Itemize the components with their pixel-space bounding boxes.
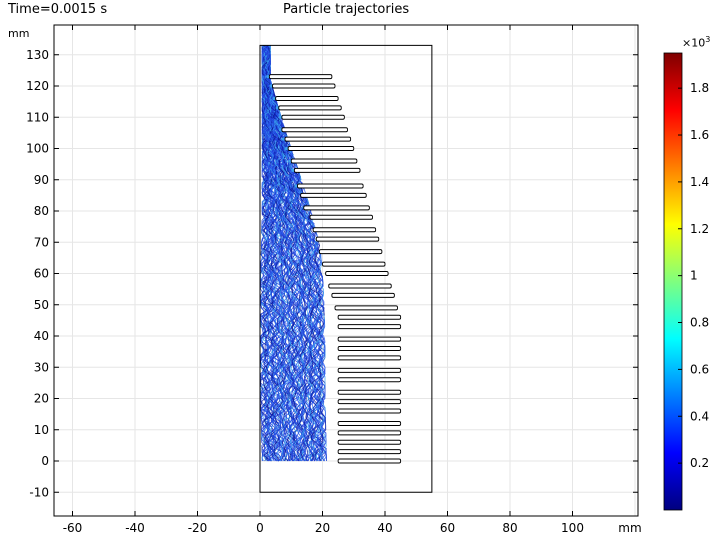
colorbar-exponent-power: 3 bbox=[705, 35, 711, 44]
plate bbox=[337, 449, 402, 455]
plate bbox=[337, 408, 402, 414]
plate bbox=[278, 105, 342, 111]
time-label: Time=0.0015 s bbox=[8, 2, 108, 17]
particle-highlight bbox=[294, 184, 298, 188]
plot-border bbox=[53, 24, 639, 517]
y-tick-label: 100 bbox=[26, 142, 49, 156]
domain-rectangle bbox=[259, 44, 433, 493]
colorbar-tick-label: 1.6 bbox=[690, 128, 709, 142]
y-tick-label: 10 bbox=[34, 423, 49, 437]
colorbar-tick-label: 1.4 bbox=[690, 175, 709, 189]
y-tick-label: 70 bbox=[34, 235, 49, 249]
colorbar-tick-label: 1.2 bbox=[690, 222, 709, 236]
particle-trajectories bbox=[260, 45, 327, 462]
plate bbox=[337, 355, 402, 361]
x-tick-label: -20 bbox=[188, 521, 208, 535]
plate bbox=[315, 236, 380, 242]
particle-highlight bbox=[269, 84, 273, 88]
colorbar-exponent: ×103 bbox=[682, 35, 710, 50]
plate bbox=[300, 192, 367, 198]
particle-highlight bbox=[281, 137, 286, 141]
plate bbox=[331, 292, 395, 298]
plate bbox=[334, 305, 398, 311]
plate bbox=[309, 214, 373, 220]
colorbar-tick-label: 0.4 bbox=[690, 409, 709, 423]
colorbar-exponent-base: ×10 bbox=[682, 36, 706, 50]
plate bbox=[293, 167, 361, 173]
plate bbox=[287, 146, 355, 151]
particle-highlight bbox=[266, 75, 270, 79]
plate bbox=[328, 283, 392, 289]
particle-highlight bbox=[285, 146, 289, 151]
plate bbox=[284, 136, 352, 142]
plate bbox=[337, 377, 402, 383]
y-tick-label: 110 bbox=[26, 110, 49, 124]
plate bbox=[268, 74, 333, 80]
y-tick-label: 50 bbox=[34, 298, 49, 312]
y-tick-label: 60 bbox=[34, 267, 49, 281]
plate bbox=[325, 271, 389, 276]
x-tick-label: -60 bbox=[63, 521, 83, 535]
y-tick-label: 80 bbox=[34, 204, 49, 218]
colorbar-ticks: 0.2 0.4 0.6 0.8 1 1.2 1.4 1.6 1.8 bbox=[678, 81, 709, 470]
x-tick-label: 40 bbox=[377, 521, 392, 535]
y-tick-label: 130 bbox=[26, 48, 49, 62]
plate bbox=[337, 389, 402, 395]
x-axis-unit: mm bbox=[618, 521, 641, 535]
y-tick-label: -10 bbox=[29, 485, 49, 499]
plate bbox=[337, 346, 402, 351]
particle-highlight bbox=[288, 159, 292, 163]
colorbar-tick-label: 1.8 bbox=[690, 81, 709, 95]
plate bbox=[337, 324, 402, 330]
x-tick-label: 100 bbox=[561, 521, 584, 535]
y-tick-label: 20 bbox=[34, 392, 49, 406]
colorbar-tick-label: 1 bbox=[690, 269, 698, 283]
plate bbox=[281, 127, 348, 133]
plate bbox=[337, 439, 402, 445]
particle-highlight bbox=[275, 106, 279, 110]
plate bbox=[281, 114, 345, 120]
plate bbox=[337, 314, 402, 320]
plate bbox=[297, 183, 364, 189]
particle-highlight bbox=[278, 128, 282, 132]
colorbar-tick-label: 0.2 bbox=[690, 456, 709, 470]
chart-title: Particle trajectories bbox=[283, 2, 410, 17]
plate bbox=[303, 205, 370, 211]
y-axis-unit: mm bbox=[8, 27, 30, 40]
y-tick-label: 30 bbox=[34, 360, 49, 374]
plate bbox=[337, 336, 402, 342]
colorbar-tick-label: 0.8 bbox=[690, 316, 709, 330]
plates bbox=[268, 74, 402, 464]
particle-highlight bbox=[272, 96, 276, 101]
y-tick-label: 120 bbox=[26, 79, 49, 93]
y-tick-label: 90 bbox=[34, 173, 49, 187]
plate bbox=[337, 458, 402, 464]
axis-ticks: -60 -40 -20 0 20 40 60 80 100 mm -10 0 10 20 30 40 50 60 7… bbox=[26, 25, 642, 535]
plate bbox=[337, 399, 402, 405]
particle-highlight bbox=[291, 168, 295, 172]
colorbar bbox=[663, 52, 683, 511]
plate bbox=[337, 430, 402, 436]
colorbar-tick-label: 0.6 bbox=[690, 362, 709, 376]
plate bbox=[312, 227, 377, 233]
trajectory-line bbox=[266, 45, 327, 462]
x-tick-label: 80 bbox=[502, 521, 517, 535]
particle-highlight bbox=[278, 115, 282, 119]
plate bbox=[272, 83, 336, 89]
y-tick-label: 0 bbox=[41, 454, 49, 468]
plate bbox=[337, 421, 402, 426]
x-tick-label: 0 bbox=[256, 521, 264, 535]
plate bbox=[275, 96, 339, 101]
x-tick-label: 60 bbox=[440, 521, 455, 535]
x-tick-label: -40 bbox=[125, 521, 145, 535]
plate bbox=[318, 249, 383, 255]
plate bbox=[290, 158, 358, 164]
trajectory-line bbox=[262, 45, 295, 462]
x-tick-label: 20 bbox=[315, 521, 330, 535]
plate bbox=[322, 261, 386, 267]
plate bbox=[337, 367, 402, 373]
y-tick-label: 40 bbox=[34, 329, 49, 343]
